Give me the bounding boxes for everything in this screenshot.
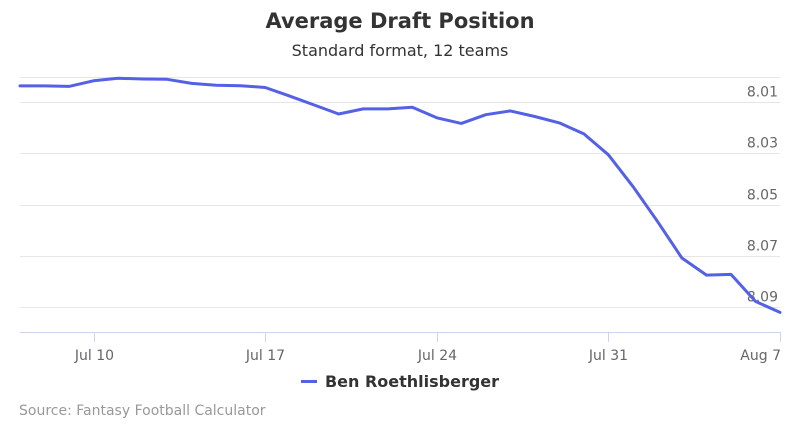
chart-subtitle: Standard format, 12 teams <box>291 41 509 60</box>
legend-swatch <box>300 380 317 383</box>
series-line <box>18 76 782 314</box>
x-tick-label: Aug 7 <box>740 348 781 364</box>
chart-title: Average Draft Position <box>265 9 535 33</box>
x-tick-label: Jul 10 <box>74 348 114 364</box>
x-tick-label: Jul 31 <box>588 348 628 364</box>
y-tick-label: 8.03 <box>747 136 778 152</box>
y-tick-label: 8.01 <box>747 85 778 101</box>
x-tick-label: Jul 24 <box>417 348 457 364</box>
y-tick-label: 8.05 <box>747 188 778 204</box>
legend-label: Ben Roethlisberger <box>324 372 500 391</box>
x-tick-label: Jul 17 <box>245 348 285 364</box>
legend-item-ben-roethlisberger[interactable]: Ben Roethlisberger <box>0 372 800 391</box>
y-tick-label: 8.07 <box>747 239 778 255</box>
source-credit: Source: Fantasy Football Calculator <box>19 403 266 419</box>
